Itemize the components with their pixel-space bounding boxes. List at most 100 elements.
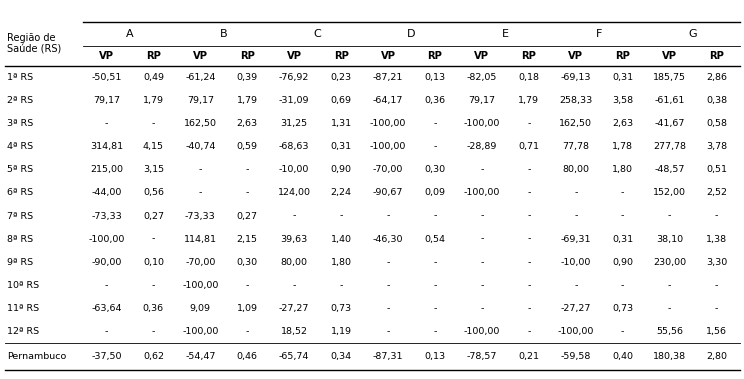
Text: 314,81: 314,81 [90, 142, 123, 151]
Text: 38,10: 38,10 [656, 235, 683, 244]
Text: 31,25: 31,25 [280, 119, 308, 128]
Text: -: - [621, 211, 624, 221]
Text: 0,73: 0,73 [330, 304, 352, 313]
Text: 77,78: 77,78 [562, 142, 589, 151]
Text: 215,00: 215,00 [90, 165, 123, 174]
Text: -40,74: -40,74 [185, 142, 216, 151]
Text: -: - [433, 211, 437, 221]
Text: 0,09: 0,09 [425, 188, 446, 197]
Text: -: - [433, 119, 437, 128]
Text: -100,00: -100,00 [89, 235, 125, 244]
Text: 230,00: 230,00 [653, 258, 686, 267]
Text: RP: RP [146, 51, 161, 61]
Text: 2,63: 2,63 [612, 119, 633, 128]
Text: 0,71: 0,71 [519, 142, 539, 151]
Text: -: - [246, 327, 249, 336]
Text: 0,56: 0,56 [143, 188, 164, 197]
Text: -27,27: -27,27 [279, 304, 310, 313]
Text: 1,80: 1,80 [612, 165, 633, 174]
Text: -100,00: -100,00 [182, 281, 219, 290]
Text: 7ª RS: 7ª RS [7, 211, 33, 221]
Text: 0,39: 0,39 [237, 73, 258, 82]
Text: -100,00: -100,00 [182, 327, 219, 336]
Text: B: B [220, 29, 228, 39]
Text: -70,00: -70,00 [185, 258, 216, 267]
Text: F: F [596, 29, 603, 39]
Text: 3,78: 3,78 [706, 142, 727, 151]
Text: -61,24: -61,24 [185, 73, 216, 82]
Text: 1,78: 1,78 [612, 142, 633, 151]
Text: -73,33: -73,33 [185, 211, 216, 221]
Text: 0,46: 0,46 [237, 352, 257, 361]
Text: VP: VP [286, 51, 301, 61]
Text: VP: VP [380, 51, 396, 61]
Text: RP: RP [615, 51, 630, 61]
Text: -69,31: -69,31 [560, 235, 591, 244]
Text: 1,79: 1,79 [519, 96, 539, 105]
Text: 0,38: 0,38 [706, 96, 727, 105]
Text: 0,36: 0,36 [143, 304, 164, 313]
Text: -: - [527, 188, 530, 197]
Text: -: - [292, 281, 296, 290]
Text: 0,58: 0,58 [706, 119, 727, 128]
Text: -31,09: -31,09 [279, 96, 310, 105]
Text: -: - [339, 281, 343, 290]
Text: -64,17: -64,17 [373, 96, 403, 105]
Text: 2,15: 2,15 [237, 235, 257, 244]
Text: 0,36: 0,36 [424, 96, 446, 105]
Text: -: - [246, 281, 249, 290]
Text: RP: RP [333, 51, 348, 61]
Text: 0,31: 0,31 [612, 235, 633, 244]
Text: VP: VP [475, 51, 490, 61]
Text: 1,56: 1,56 [706, 327, 727, 336]
Text: 1,38: 1,38 [706, 235, 727, 244]
Text: -78,57: -78,57 [466, 352, 497, 361]
Text: -: - [105, 327, 108, 336]
Text: -61,61: -61,61 [655, 96, 684, 105]
Text: VP: VP [99, 51, 114, 61]
Text: -73,33: -73,33 [91, 211, 122, 221]
Text: -: - [480, 281, 484, 290]
Text: RP: RP [522, 51, 536, 61]
Text: 80,00: 80,00 [562, 165, 589, 174]
Text: 18,52: 18,52 [280, 327, 308, 336]
Text: -: - [339, 211, 343, 221]
Text: -: - [527, 119, 530, 128]
Text: -: - [386, 258, 390, 267]
Text: -10,00: -10,00 [560, 258, 591, 267]
Text: -46,30: -46,30 [373, 235, 403, 244]
Text: -100,00: -100,00 [370, 119, 406, 128]
Text: 0,31: 0,31 [330, 142, 352, 151]
Text: -100,00: -100,00 [464, 119, 500, 128]
Text: RP: RP [240, 51, 254, 61]
Text: -28,89: -28,89 [466, 142, 497, 151]
Text: -: - [668, 281, 671, 290]
Text: 185,75: 185,75 [653, 73, 686, 82]
Text: 180,38: 180,38 [653, 352, 686, 361]
Text: -: - [386, 304, 390, 313]
Text: 0,21: 0,21 [519, 352, 539, 361]
Text: G: G [689, 29, 697, 39]
Text: -100,00: -100,00 [557, 327, 594, 336]
Text: VP: VP [193, 51, 208, 61]
Text: 2,86: 2,86 [706, 73, 727, 82]
Text: Saúde (RS): Saúde (RS) [7, 45, 61, 55]
Text: -: - [152, 119, 155, 128]
Text: 0,23: 0,23 [330, 73, 352, 82]
Text: 12ª RS: 12ª RS [7, 327, 39, 336]
Text: -54,47: -54,47 [185, 352, 216, 361]
Text: 3,58: 3,58 [612, 96, 633, 105]
Text: -: - [292, 211, 296, 221]
Text: 55,56: 55,56 [656, 327, 683, 336]
Text: 0,49: 0,49 [143, 73, 164, 82]
Text: 11ª RS: 11ª RS [7, 304, 39, 313]
Text: 3ª RS: 3ª RS [7, 119, 33, 128]
Text: D: D [407, 29, 416, 39]
Text: -: - [152, 281, 155, 290]
Text: 5ª RS: 5ª RS [7, 165, 33, 174]
Text: -63,64: -63,64 [92, 304, 122, 313]
Text: -: - [527, 258, 530, 267]
Text: 79,17: 79,17 [93, 96, 120, 105]
Text: 3,30: 3,30 [706, 258, 727, 267]
Text: -: - [668, 304, 671, 313]
